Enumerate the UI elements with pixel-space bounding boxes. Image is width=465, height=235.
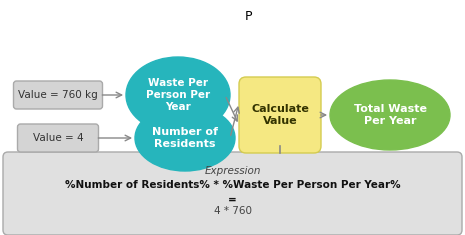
- FancyBboxPatch shape: [13, 81, 102, 109]
- Text: Calculate
Value: Calculate Value: [251, 104, 309, 126]
- Ellipse shape: [330, 80, 450, 150]
- Text: Expression: Expression: [204, 167, 261, 176]
- Text: %Number of Residents% * %Waste Per Person Per Year%: %Number of Residents% * %Waste Per Perso…: [65, 180, 400, 191]
- FancyBboxPatch shape: [18, 124, 99, 152]
- FancyBboxPatch shape: [3, 152, 462, 235]
- Text: Total Waste
Per Year: Total Waste Per Year: [353, 104, 426, 126]
- FancyBboxPatch shape: [239, 77, 321, 153]
- Ellipse shape: [126, 57, 230, 133]
- Ellipse shape: [135, 105, 235, 171]
- Text: Number of
Residents: Number of Residents: [152, 127, 218, 149]
- Text: Value = 760 kg: Value = 760 kg: [18, 90, 98, 100]
- Text: P: P: [244, 10, 252, 23]
- Text: 4 * 760: 4 * 760: [213, 207, 252, 216]
- Text: Waste Per
Person Per
Year: Waste Per Person Per Year: [146, 78, 210, 112]
- Text: Value = 4: Value = 4: [33, 133, 83, 143]
- Text: =: =: [228, 195, 237, 204]
